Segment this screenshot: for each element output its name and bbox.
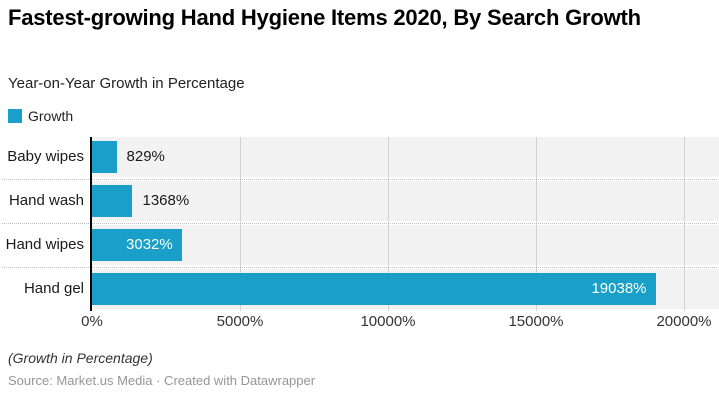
category-label: Hand wash bbox=[8, 192, 84, 209]
chart-subtitle: Year-on-Year Growth in Percentage bbox=[8, 75, 245, 92]
gridline bbox=[536, 137, 537, 311]
legend-swatch-icon bbox=[8, 109, 22, 123]
legend-label: Growth bbox=[28, 108, 74, 124]
row-background bbox=[92, 225, 719, 265]
bar bbox=[92, 273, 656, 305]
x-tick-label: 20000% bbox=[656, 313, 712, 330]
bar-value-label: 829% bbox=[126, 148, 165, 165]
category-label: Baby wipes bbox=[7, 148, 84, 165]
chart-footnote: (Growth in Percentage) bbox=[8, 350, 153, 366]
bar bbox=[92, 229, 182, 261]
bar-chart-plot: Baby wipes 829% Hand wash 1368% Hand wipes 30… bbox=[0, 137, 719, 311]
y-axis-line bbox=[90, 137, 92, 311]
x-tick-label: 10000% bbox=[360, 313, 416, 330]
bar bbox=[92, 141, 117, 173]
row-background bbox=[92, 181, 719, 221]
category-label: Hand gel bbox=[23, 280, 84, 297]
x-axis: 0% 5000% 10000% 15000% 20000% bbox=[0, 313, 719, 333]
row-separator bbox=[2, 267, 717, 268]
category-label: Hand wipes bbox=[5, 236, 84, 253]
x-tick-label: 5000% bbox=[216, 313, 264, 330]
bar-value-label: 19038% bbox=[591, 280, 647, 297]
row-background bbox=[92, 137, 719, 177]
gridline bbox=[240, 137, 241, 311]
x-tick-label: 15000% bbox=[508, 313, 564, 330]
bar-value-label: 1368% bbox=[142, 192, 190, 209]
bar-value-label: 3032% bbox=[126, 236, 173, 253]
chart-source: Source: Market.us Media · Created with D… bbox=[8, 373, 316, 388]
legend: Growth bbox=[8, 108, 73, 124]
gridline bbox=[684, 137, 685, 311]
bar bbox=[92, 185, 133, 217]
chart-title: Fastest-growing Hand Hygiene Items 2020,… bbox=[8, 5, 641, 30]
row-separator bbox=[2, 179, 717, 180]
gridline bbox=[388, 137, 389, 311]
x-tick-label: 0% bbox=[81, 313, 103, 330]
row-separator bbox=[2, 223, 717, 224]
